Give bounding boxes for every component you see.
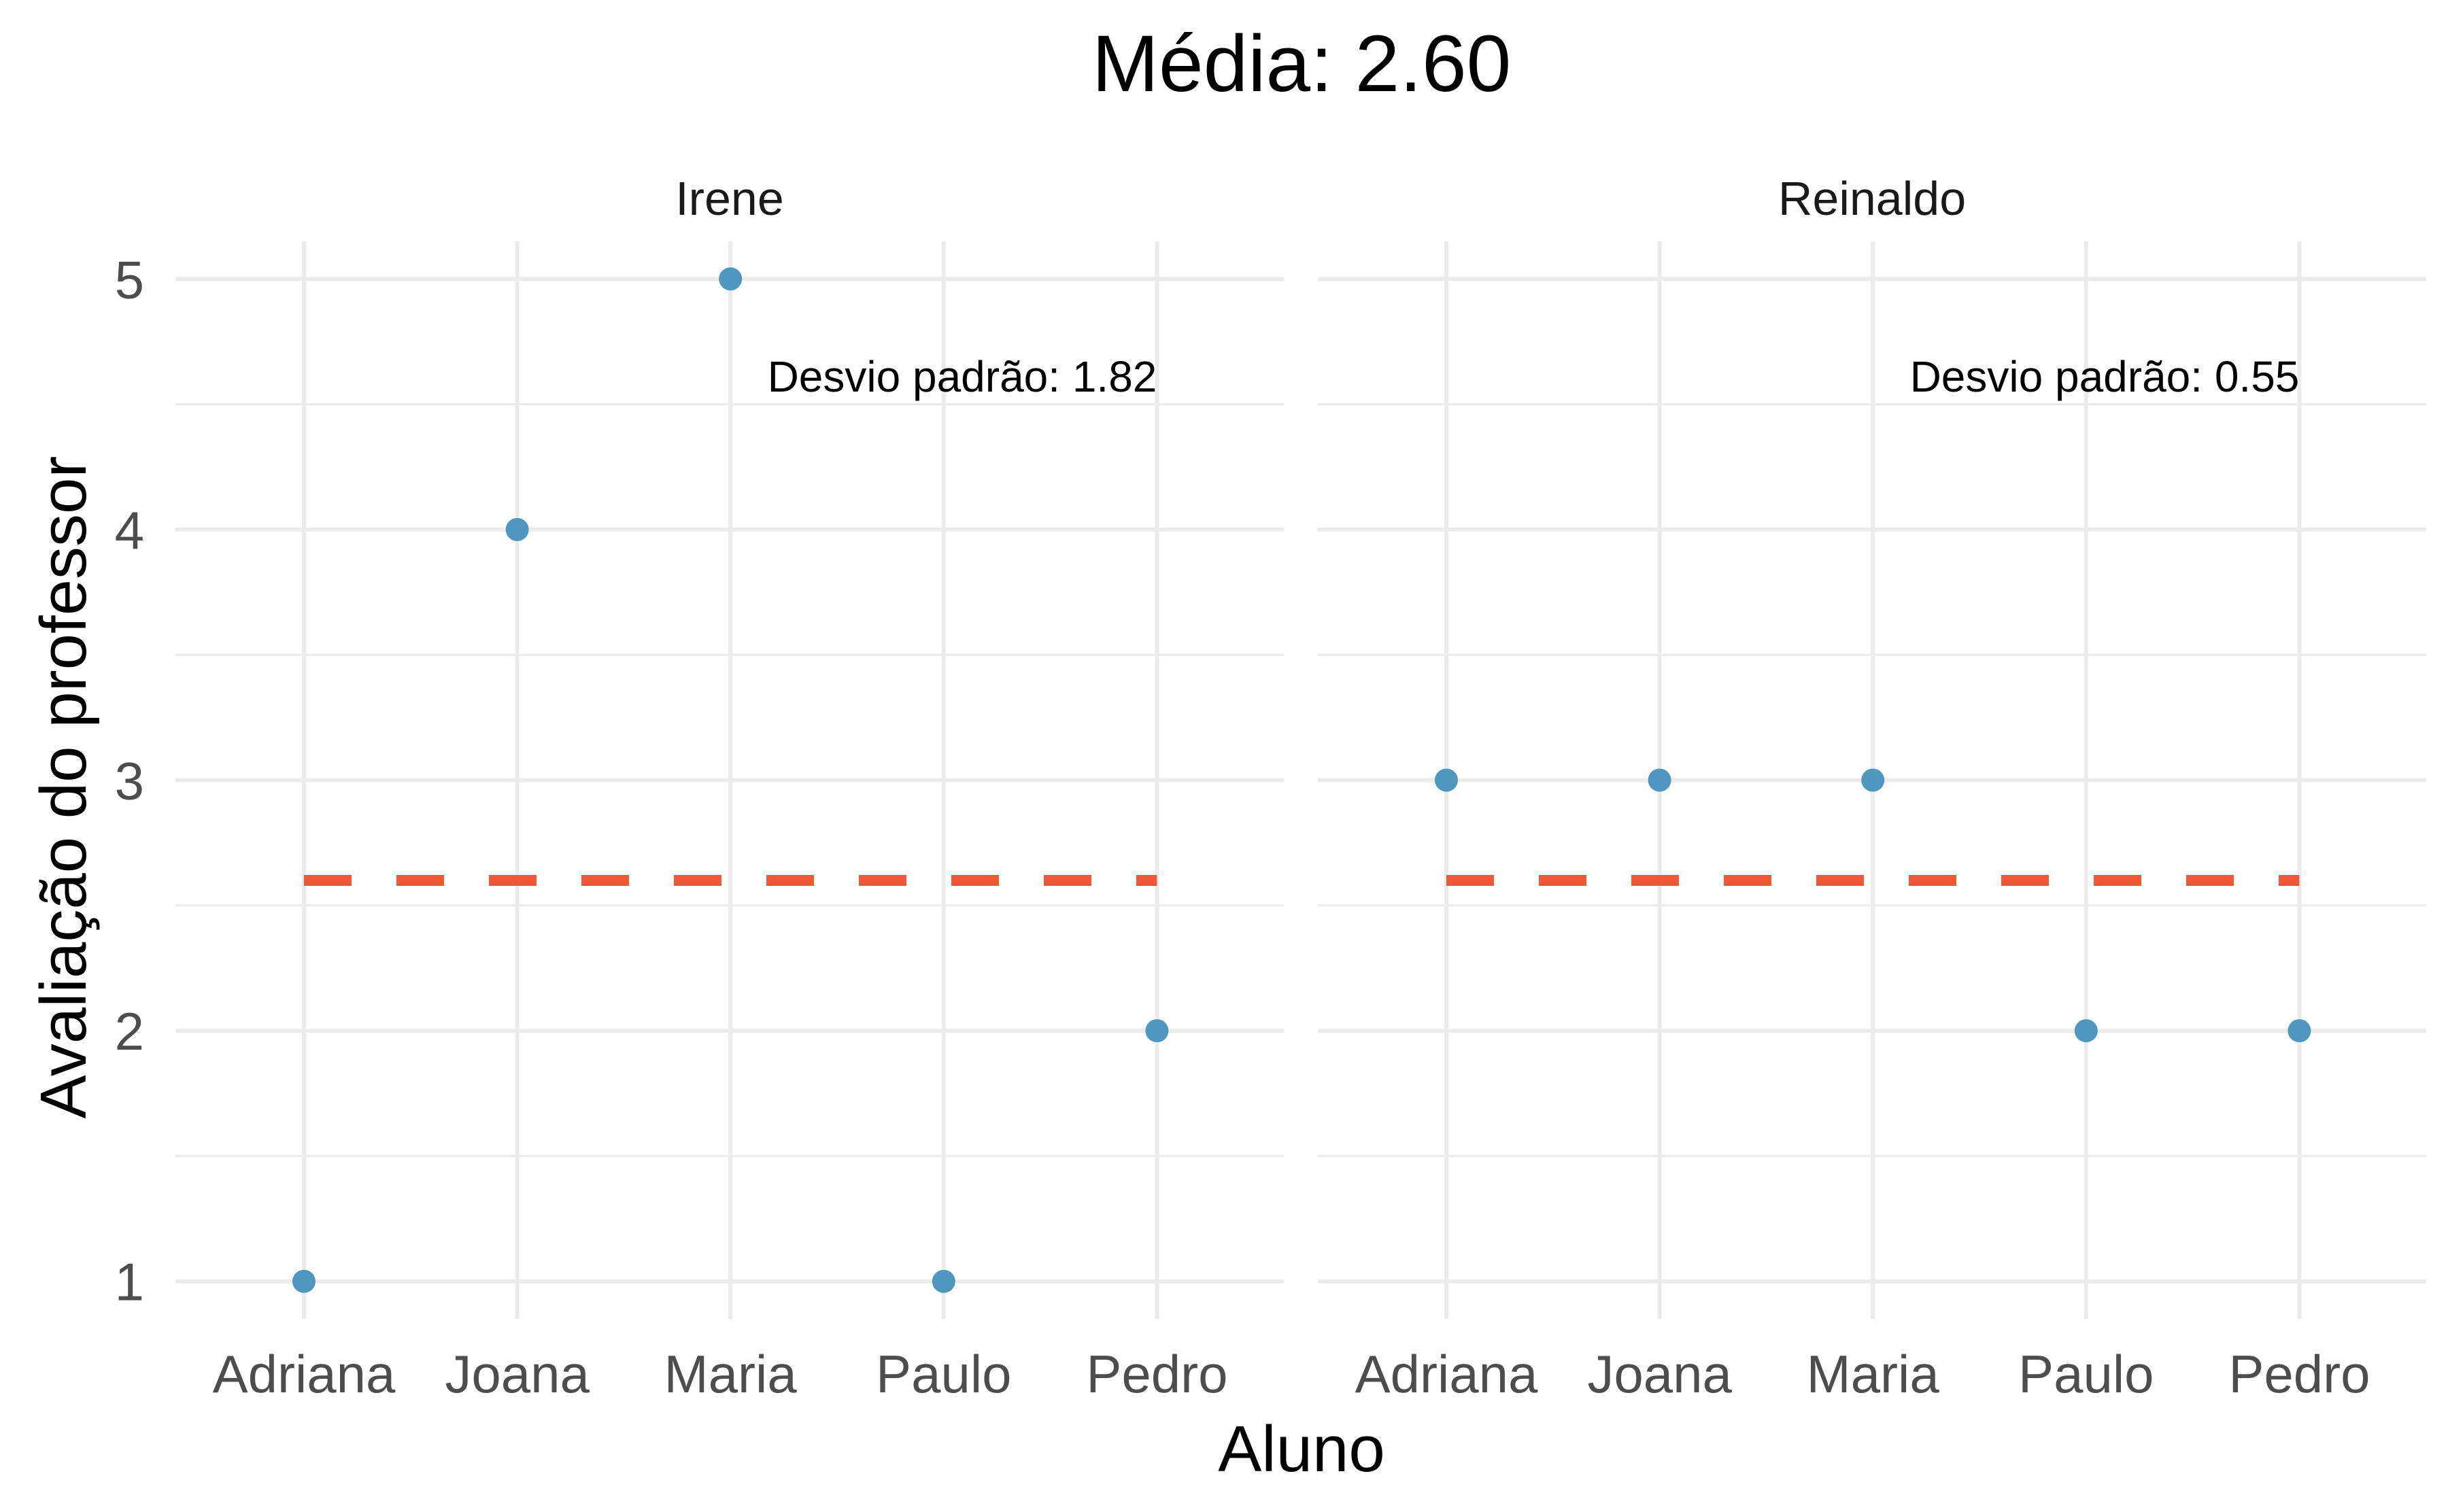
x-tick-label: Adriana <box>213 1344 396 1404</box>
y-tick-label: 3 <box>115 751 144 811</box>
data-point-pedro <box>1145 1019 1169 1043</box>
data-point-adriana <box>292 1269 316 1293</box>
std-dev-annotation: Desvio padrão: 1.82 <box>768 352 1157 401</box>
y-tick-label: 2 <box>115 1001 144 1061</box>
y-tick-label: 4 <box>115 500 144 560</box>
y-tick-label: 1 <box>115 1252 144 1312</box>
data-point-paulo <box>2074 1019 2098 1043</box>
panel-title: Irene <box>675 172 784 225</box>
data-point-joana <box>505 517 529 541</box>
data-point-maria <box>719 267 743 291</box>
panel-irene: Irene Desvio padrão: 1.82 Adriana Joana Mari… <box>175 172 1284 1404</box>
x-tick-label: Adriana <box>1355 1344 1538 1404</box>
panel-title: Reinaldo <box>1778 172 1966 225</box>
x-tick-label: Joana <box>1587 1344 1732 1404</box>
std-dev-annotation: Desvio padrão: 0.55 <box>1910 352 2300 401</box>
data-point-joana <box>1648 768 1671 792</box>
x-tick-label: Maria <box>1807 1344 1940 1404</box>
x-tick-label: Joana <box>445 1344 590 1404</box>
data-point-maria <box>1861 768 1885 792</box>
chart-title: Média: 2.60 <box>1092 19 1512 109</box>
data-point-paulo <box>932 1269 955 1293</box>
data-point-pedro <box>2288 1019 2311 1043</box>
x-tick-label: Paulo <box>2018 1344 2154 1404</box>
x-tick-label: Maria <box>664 1344 798 1404</box>
x-axis-title: Aluno <box>1218 1413 1385 1485</box>
panels: Irene Desvio padrão: 1.82 Adriana Joana Mari… <box>115 172 2426 1404</box>
panel-reinaldo: Reinaldo Desvio padrão: 0.55 Adriana Joana M… <box>1318 172 2426 1404</box>
x-tick-label: Paulo <box>876 1344 1012 1404</box>
y-tick-label: 5 <box>115 250 144 309</box>
y-axis-title: Avaliação do professor <box>27 456 100 1119</box>
data-point-adriana <box>1435 768 1458 792</box>
x-tick-label: Pedro <box>1086 1344 1227 1404</box>
x-tick-label: Pedro <box>2228 1344 2370 1404</box>
